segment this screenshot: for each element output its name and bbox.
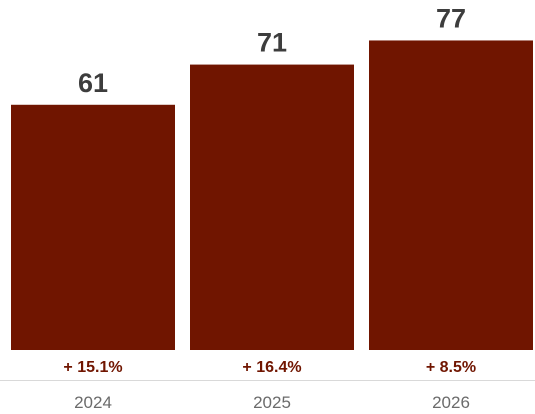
bar-2024 bbox=[11, 104, 175, 350]
x-tick-labels-group: 2024 2025 2026 bbox=[74, 393, 470, 412]
x-tick-label-2025: 2025 bbox=[253, 393, 291, 412]
bar-2025 bbox=[190, 64, 354, 350]
growth-labels-group: + 15.1% + 16.4% + 8.5% bbox=[63, 359, 476, 376]
growth-label-2026: + 8.5% bbox=[426, 359, 476, 376]
bars-group bbox=[11, 40, 533, 351]
bar-2026 bbox=[369, 40, 533, 351]
x-tick-label-2026: 2026 bbox=[432, 393, 470, 412]
x-tick-label-2024: 2024 bbox=[74, 393, 112, 412]
value-labels-group: 61 71 77 bbox=[78, 3, 466, 97]
growth-label-2025: + 16.4% bbox=[242, 359, 301, 376]
value-label-2024: 61 bbox=[78, 68, 108, 98]
value-label-2026: 77 bbox=[436, 3, 466, 33]
growth-label-2024: + 15.1% bbox=[63, 359, 122, 376]
value-label-2025: 71 bbox=[257, 28, 287, 58]
